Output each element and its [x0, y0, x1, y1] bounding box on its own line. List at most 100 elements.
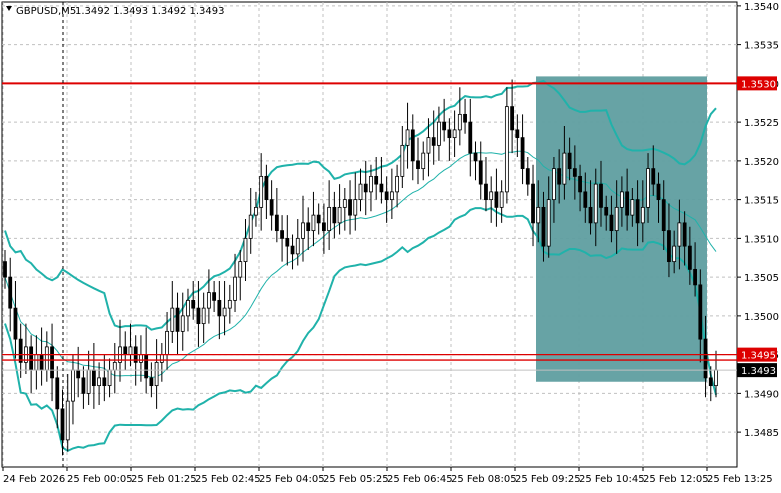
level-label: 1.3530	[737, 76, 777, 91]
candle-body	[682, 222, 687, 247]
candle-body	[97, 377, 102, 387]
candle-body	[175, 307, 180, 332]
candle-body	[714, 369, 718, 387]
candle-body	[593, 183, 598, 224]
candle-body	[295, 237, 300, 255]
candle-body	[687, 245, 692, 270]
x-tick-label: 25 Feb 13:25	[707, 474, 773, 485]
level-label-bg	[737, 347, 777, 362]
candle-body	[400, 144, 405, 177]
candle-body	[327, 206, 332, 232]
candle-body	[546, 199, 551, 247]
candle-body	[65, 400, 70, 441]
candle-body	[614, 206, 619, 232]
moving-average-line	[4, 150, 717, 379]
candle-body	[635, 199, 640, 224]
candle-body	[316, 214, 321, 224]
candle-body	[499, 191, 504, 208]
level-labels: 1.3530 1.3495 1.3493	[737, 76, 777, 378]
bollinger-lower	[4, 206, 717, 453]
candle-body	[165, 330, 169, 356]
candle-body	[447, 129, 452, 139]
candle-body	[358, 183, 363, 201]
candle-body	[468, 121, 473, 154]
x-tick-label: 25 Feb 01:25	[131, 474, 197, 485]
candle-body	[259, 175, 264, 208]
x-tick-label: 25 Feb 02:45	[195, 474, 261, 485]
candle-body	[227, 299, 232, 309]
trade-zone	[536, 76, 707, 382]
symbol-label: GBPUSD,M5	[16, 6, 76, 17]
candle-body	[222, 307, 227, 317]
level-label-bg	[737, 76, 777, 91]
y-tick-label: 1.3515	[744, 196, 779, 207]
candle-body	[55, 377, 60, 410]
candle-body	[269, 199, 274, 216]
candle-body	[389, 191, 394, 201]
candle-body	[264, 175, 269, 201]
candle-body	[186, 299, 190, 317]
candle-body	[457, 113, 462, 131]
candle-body	[599, 183, 603, 208]
candle-body	[541, 206, 546, 247]
candle-body	[337, 206, 342, 224]
y-tick-label: 1.3485	[744, 428, 779, 439]
candle-body	[206, 292, 211, 309]
candle-body	[128, 346, 133, 356]
candle-body	[578, 175, 582, 193]
chevron-down-icon[interactable]	[6, 6, 12, 11]
candle-body	[672, 245, 677, 263]
chart-header: GBPUSD,M5 1.3492 1.3493 1.3492 1.3493	[6, 6, 225, 17]
candle-body	[107, 369, 112, 387]
candle-body	[421, 152, 426, 170]
candle-body	[426, 137, 431, 154]
candle-body	[243, 237, 248, 263]
candle-body	[405, 129, 410, 146]
candle-body	[217, 299, 222, 317]
candle-body	[384, 191, 389, 201]
candle-body	[3, 261, 7, 278]
candle-body	[280, 230, 284, 239]
candle-body	[703, 338, 708, 379]
y-tick-label: 1.3525	[744, 118, 779, 129]
candle-body	[81, 377, 86, 394]
x-tick-label: 25 Feb 00:05	[67, 474, 133, 485]
candle-body	[698, 284, 703, 340]
candle-body	[139, 354, 143, 363]
candle-body	[661, 199, 666, 232]
candle-body	[473, 152, 478, 162]
candle-body	[619, 191, 624, 208]
candle-body	[656, 183, 661, 201]
candle-body	[332, 206, 337, 224]
candle-body	[44, 346, 49, 371]
x-tick-label: 25 Feb 04:05	[259, 474, 325, 485]
candle-body	[525, 168, 530, 185]
candle-body	[154, 361, 159, 387]
candle-body	[34, 354, 39, 371]
candle-body	[274, 214, 279, 232]
candle-body	[604, 206, 609, 216]
candle-body	[379, 183, 384, 193]
candle-body	[452, 129, 457, 139]
candle-body	[442, 121, 447, 131]
candle-body	[463, 113, 467, 123]
candle-body	[520, 137, 525, 170]
candle-body	[212, 292, 217, 301]
candle-body	[159, 354, 164, 363]
candle-body	[677, 222, 682, 247]
level-label: 1.3495	[737, 347, 777, 362]
candle-body	[431, 137, 436, 146]
candle-body	[123, 346, 128, 356]
candle-body	[588, 206, 593, 224]
candle-body	[149, 377, 154, 387]
candle-body	[311, 214, 316, 232]
candle-body	[144, 354, 149, 379]
x-tick-label: 25 Feb 09:25	[515, 474, 581, 485]
candle-body	[91, 369, 96, 387]
x-tick-label: 25 Feb 06:45	[387, 474, 453, 485]
y-tick-label: 1.3535	[744, 41, 779, 52]
candle-body	[567, 152, 572, 170]
ohlc-label: 1.3492 1.3493 1.3492 1.3493	[75, 6, 225, 17]
